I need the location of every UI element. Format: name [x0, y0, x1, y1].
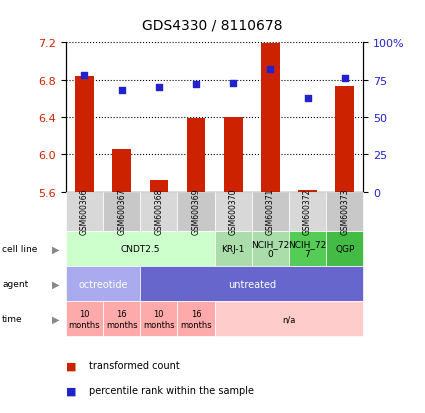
Text: ▶: ▶	[51, 279, 59, 289]
Text: ■: ■	[66, 385, 76, 395]
Text: GSM600367: GSM600367	[117, 188, 126, 235]
Bar	[75, 77, 94, 192]
Point	[304, 95, 311, 102]
Text: GSM600368: GSM600368	[154, 188, 163, 235]
Text: GSM600371: GSM600371	[266, 188, 275, 235]
Text: CNDT2.5: CNDT2.5	[121, 244, 160, 253]
Text: KRJ-1: KRJ-1	[221, 244, 245, 253]
Text: NCIH_72
0: NCIH_72 0	[251, 239, 289, 259]
Text: untreated: untreated	[228, 279, 276, 289]
Text: 10
months: 10 months	[69, 309, 100, 329]
Text: NCIH_72
7: NCIH_72 7	[289, 239, 327, 259]
Text: n/a: n/a	[282, 315, 296, 323]
Bar	[224, 118, 243, 192]
Text: cell line: cell line	[2, 244, 37, 253]
Point	[81, 73, 88, 79]
Text: 10
months: 10 months	[143, 309, 175, 329]
Point	[193, 82, 199, 88]
Point	[267, 67, 274, 74]
Bar	[261, 44, 280, 192]
Text: QGP: QGP	[335, 244, 354, 253]
Text: ▶: ▶	[51, 244, 59, 254]
Bar	[298, 190, 317, 192]
Bar	[335, 87, 354, 192]
Text: GDS4330 / 8110678: GDS4330 / 8110678	[142, 19, 283, 33]
Text: ■: ■	[66, 361, 76, 370]
Text: 16
months: 16 months	[180, 309, 212, 329]
Point	[156, 85, 162, 91]
Point	[341, 76, 348, 82]
Bar	[112, 149, 131, 192]
Text: GSM600372: GSM600372	[303, 188, 312, 235]
Text: GSM600373: GSM600373	[340, 188, 349, 235]
Text: agent: agent	[2, 280, 28, 288]
Bar	[187, 119, 205, 192]
Text: GSM600369: GSM600369	[192, 188, 201, 235]
Text: GSM600366: GSM600366	[80, 188, 89, 235]
Point	[230, 80, 237, 87]
Text: octreotide: octreotide	[78, 279, 128, 289]
Point	[118, 88, 125, 94]
Text: GSM600370: GSM600370	[229, 188, 238, 235]
Text: percentile rank within the sample: percentile rank within the sample	[89, 385, 254, 395]
Text: 16
months: 16 months	[106, 309, 137, 329]
Text: ▶: ▶	[51, 314, 59, 324]
Text: transformed count: transformed count	[89, 361, 180, 370]
Text: time: time	[2, 315, 23, 323]
Bar	[150, 181, 168, 192]
